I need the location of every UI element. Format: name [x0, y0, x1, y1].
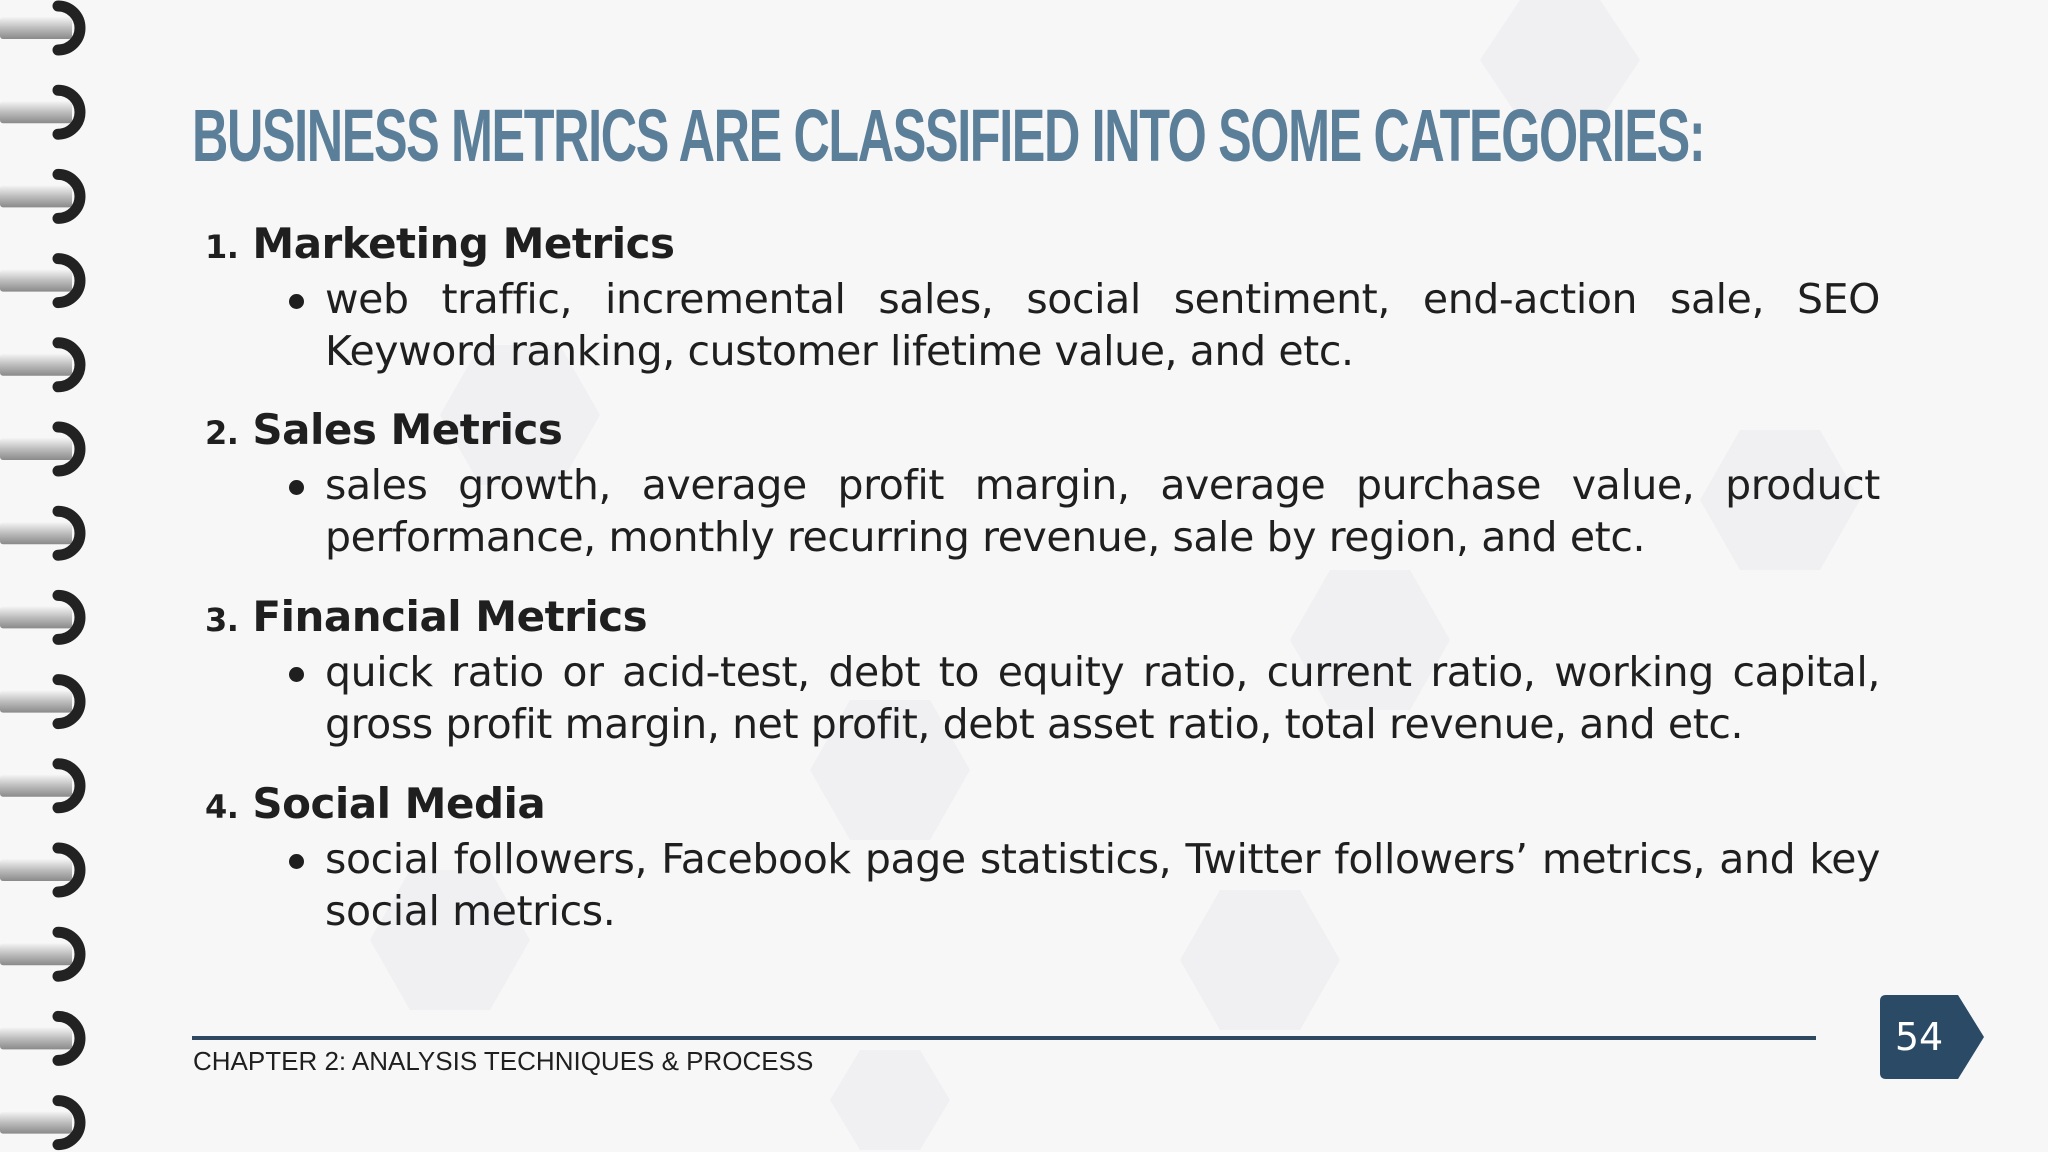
bullet-dot-icon	[289, 294, 304, 309]
category-description-text: web traffic, incremental sales, social s…	[325, 275, 1880, 375]
spiral-ring-icon	[0, 253, 86, 309]
spiral-ring-icon	[0, 1010, 86, 1066]
bullet-dot-icon	[289, 480, 304, 495]
category-title: Marketing Metrics	[252, 219, 675, 268]
category-block-social: 4. Social Media social followers, Faceboo…	[205, 778, 1880, 937]
category-number: 1.	[205, 228, 239, 266]
category-description: web traffic, incremental sales, social s…	[289, 273, 1880, 377]
category-block-financial: 3. Financial Metrics quick ratio or acid-…	[205, 591, 1880, 750]
category-number: 3.	[205, 601, 239, 639]
spiral-binding	[0, 0, 86, 1151]
category-title: Financial Metrics	[252, 592, 648, 641]
spiral-ring-icon	[0, 758, 86, 814]
category-heading: 3. Financial Metrics	[205, 591, 1880, 646]
category-title: Social Media	[252, 779, 546, 828]
spiral-ring-icon	[0, 589, 86, 645]
spiral-ring-icon	[0, 84, 86, 140]
footer-divider	[192, 1036, 1816, 1040]
slide-title: Business Metrics are classified into som…	[192, 94, 1706, 177]
category-description: sales growth, average profit margin, ave…	[289, 459, 1880, 563]
spiral-ring-icon	[0, 674, 86, 730]
category-block-sales: 2. Sales Metrics sales growth, average pr…	[205, 404, 1880, 563]
spiral-ring-icon	[0, 505, 86, 561]
category-title: Sales Metrics	[252, 405, 563, 454]
category-block-marketing: 1. Marketing Metrics web traffic, increme…	[205, 218, 1880, 377]
spiral-ring-icon	[0, 842, 86, 898]
category-description-text: social followers, Facebook page statisti…	[325, 835, 1880, 935]
category-description: quick ratio or acid-test, debt to equity…	[289, 646, 1880, 750]
category-heading: 4. Social Media	[205, 778, 1880, 833]
category-heading: 1. Marketing Metrics	[205, 218, 1880, 273]
spiral-ring-icon	[0, 926, 86, 982]
footer-chapter-label: CHAPTER 2: ANALYSIS TECHNIQUES & PROCESS	[193, 1046, 814, 1076]
category-description: social followers, Facebook page statisti…	[289, 833, 1880, 937]
spiral-ring-icon	[0, 168, 86, 224]
spiral-ring-icon	[0, 0, 86, 56]
bullet-dot-icon	[289, 667, 304, 682]
spiral-ring-icon	[0, 1095, 86, 1151]
bullet-dot-icon	[289, 854, 304, 869]
category-description-text: quick ratio or acid-test, debt to equity…	[325, 648, 1880, 748]
category-description-text: sales growth, average profit margin, ave…	[325, 461, 1880, 561]
category-heading: 2. Sales Metrics	[205, 404, 1880, 459]
page-number: 54	[1894, 1015, 1944, 1059]
category-number: 4.	[205, 788, 239, 826]
category-number: 2.	[205, 414, 239, 452]
spiral-ring-icon	[0, 421, 86, 477]
spiral-ring-icon	[0, 337, 86, 393]
arrow-tag-shape-icon	[1880, 995, 1984, 1079]
